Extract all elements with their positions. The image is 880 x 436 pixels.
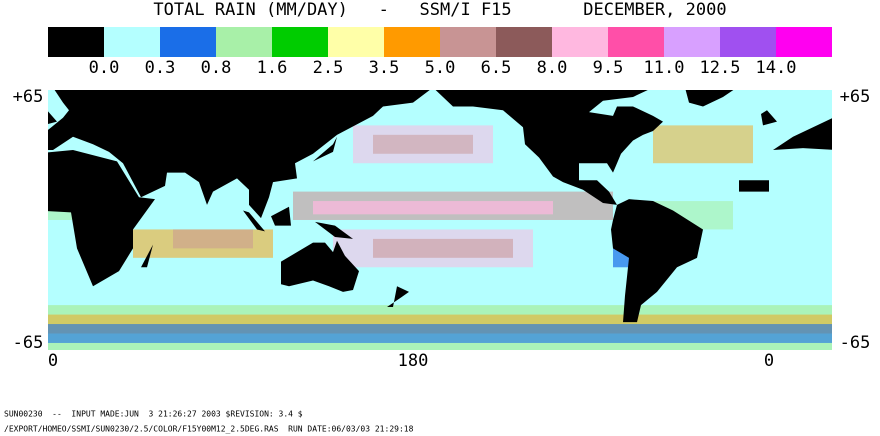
legend-label: 11.0 bbox=[644, 58, 685, 78]
legend-label: 5.0 bbox=[425, 58, 456, 78]
legend-label: 0.8 bbox=[201, 58, 232, 78]
lon-label: 0 bbox=[764, 351, 774, 371]
footer-line: SUN00230 -- INPUT MADE:JUN 3 21:26:27 20… bbox=[4, 410, 303, 419]
rain-band bbox=[173, 229, 253, 249]
landmass bbox=[773, 118, 832, 150]
rain-band bbox=[653, 125, 753, 164]
map bbox=[48, 90, 832, 350]
rain-band bbox=[48, 324, 832, 343]
lat-label: +65 bbox=[13, 87, 44, 107]
legend-label: 6.5 bbox=[481, 58, 512, 78]
lat-label: +65 bbox=[840, 87, 871, 107]
legend-swatch bbox=[608, 27, 664, 57]
landmass bbox=[761, 110, 777, 126]
landmass bbox=[315, 221, 353, 239]
legend-label: 12.5 bbox=[700, 58, 741, 78]
legend-swatch bbox=[272, 27, 328, 57]
landmass bbox=[141, 244, 153, 268]
legend-swatch bbox=[496, 27, 552, 57]
land bbox=[48, 90, 832, 323]
lon-label: 180 bbox=[398, 351, 429, 371]
legend-label: 2.5 bbox=[313, 58, 344, 78]
landmass bbox=[435, 90, 663, 205]
legend-swatch bbox=[104, 27, 160, 57]
legend-swatch bbox=[664, 27, 720, 57]
landmass bbox=[243, 210, 265, 232]
legend-label: 9.5 bbox=[593, 58, 624, 78]
legend-label: 3.5 bbox=[369, 58, 400, 78]
lat-label: -65 bbox=[13, 333, 44, 353]
landmass bbox=[281, 240, 359, 292]
legend-swatch bbox=[440, 27, 496, 57]
landmass bbox=[611, 199, 703, 323]
legend-swatch bbox=[160, 27, 216, 57]
landmass bbox=[271, 206, 291, 226]
legend-label: 14.0 bbox=[756, 58, 797, 78]
legend-swatch bbox=[552, 27, 608, 57]
rain-band bbox=[373, 134, 473, 154]
lon-label: 0 bbox=[48, 351, 58, 371]
legend: 0.0 0.3 0.8 1.6 2.5 3.5 5.0 6.5 8.0 9.5 11.0 12.5 14… bbox=[48, 27, 832, 78]
legend-label: 8.0 bbox=[537, 58, 568, 78]
legend-swatch bbox=[48, 27, 104, 57]
legend-label: 1.6 bbox=[257, 58, 288, 78]
rain-band bbox=[373, 238, 513, 258]
landmass bbox=[685, 90, 734, 107]
footer-line: /EXPORT/HOMEO/SSMI/SUN0230/2.5/COLOR/F15… bbox=[4, 425, 414, 434]
landmass bbox=[48, 90, 430, 219]
lat-label: -65 bbox=[840, 333, 871, 353]
title: TOTAL RAIN (MM/DAY) - SSM/I F15 DECEMBER… bbox=[153, 0, 726, 20]
landmass bbox=[48, 149, 155, 287]
landmass bbox=[48, 111, 57, 125]
legend-swatch bbox=[720, 27, 776, 57]
landmass bbox=[387, 286, 409, 308]
legend-swatch bbox=[216, 27, 272, 57]
landmass bbox=[739, 180, 769, 192]
legend-swatch bbox=[328, 27, 384, 57]
rain-band bbox=[313, 201, 553, 215]
legend-label: 0.3 bbox=[145, 58, 176, 78]
legend-label: 0.0 bbox=[89, 58, 120, 78]
legend-swatch bbox=[384, 27, 440, 57]
legend-swatch bbox=[776, 27, 832, 57]
landmass bbox=[313, 136, 337, 162]
